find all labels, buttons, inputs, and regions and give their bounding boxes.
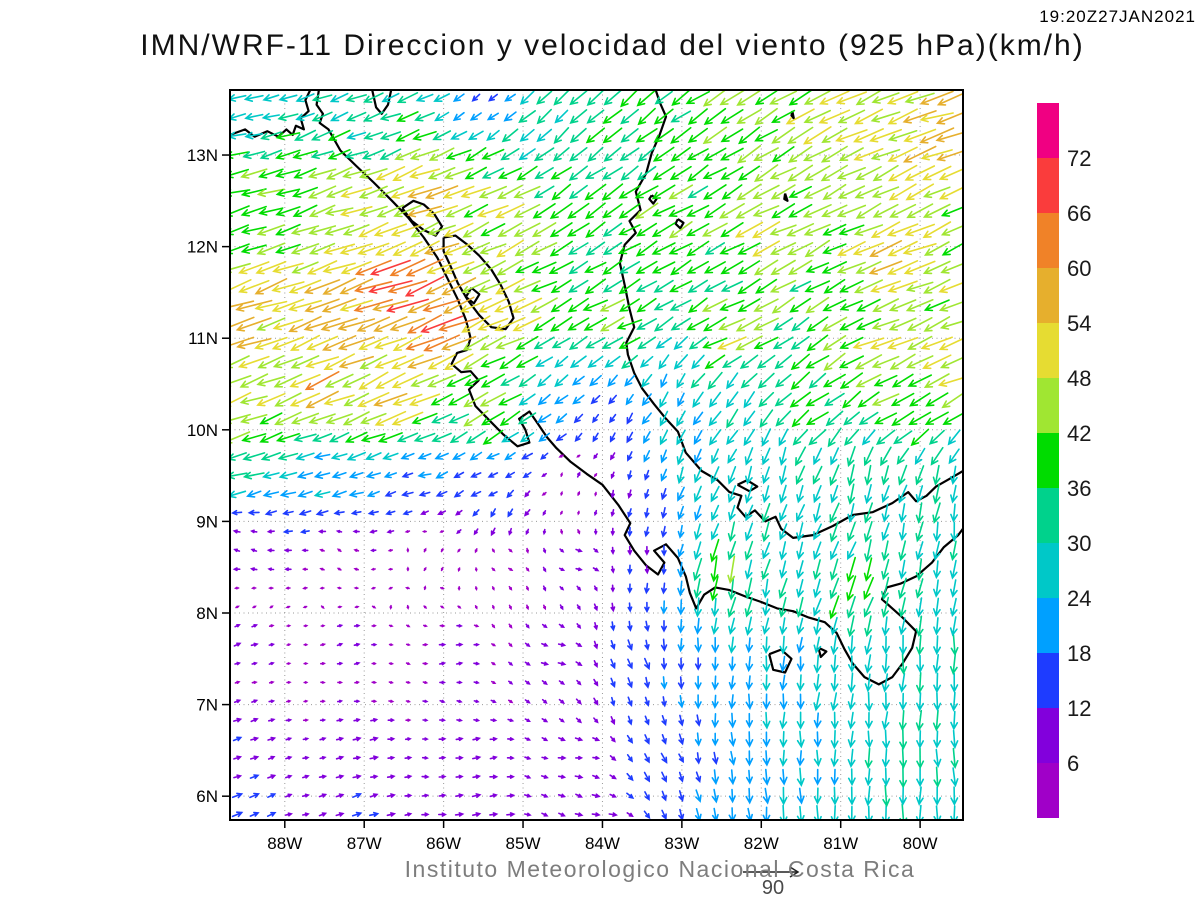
x-tick-label: 84W [585, 834, 620, 853]
colorbar-label: 66 [1067, 201, 1091, 226]
reference-arrow [743, 866, 800, 878]
map-frame [229, 89, 964, 821]
colorbar-label: 60 [1067, 256, 1091, 281]
colorbar-segment [1037, 268, 1059, 323]
y-tick-label: 9N [196, 512, 218, 531]
axes: 13N 12N 11N 10N 9N 8N 7N 6N 88W 87W 86W 85W 84W 83W 82… [187, 146, 938, 853]
y-tick-label: 13N [187, 146, 218, 165]
colorbar-label: 6 [1067, 751, 1079, 776]
colorbar-segment [1037, 488, 1059, 543]
reference-arrow-label: 90 [761, 877, 785, 899]
y-tick-label: 11N [188, 329, 218, 348]
colorbar-segment [1037, 543, 1059, 598]
colorbar-segment [1037, 158, 1059, 213]
colorbar-segment [1037, 378, 1059, 433]
x-tick-label: 86W [426, 834, 461, 853]
institute-credit: Instituto Meteorologico Nacional Costa R… [404, 856, 916, 882]
x-tick-label: 81W [823, 834, 858, 853]
y-tick-label: 12N [187, 238, 218, 257]
y-tick-label: 10N [187, 421, 218, 440]
colorbar-segment [1037, 433, 1059, 488]
x-tick-label: 85W [506, 834, 541, 853]
coastline [230, 90, 963, 686]
colorbar-label: 30 [1067, 531, 1091, 556]
y-tick-label: 6N [196, 787, 218, 806]
x-tick-label: 88W [267, 834, 302, 853]
colorbar-label: 48 [1067, 366, 1091, 391]
colorbar-segment [1037, 763, 1059, 818]
colorbar: 72 66 60 54 48 42 36 30 24 18 12 6 [1037, 103, 1091, 818]
colorbar-label: 72 [1067, 146, 1091, 171]
colorbar-label: 18 [1067, 641, 1091, 666]
colorbar-segment [1037, 213, 1059, 268]
colorbar-label: 36 [1067, 476, 1091, 501]
colorbar-segment [1037, 708, 1059, 763]
colorbar-label: 54 [1067, 311, 1091, 336]
x-tick-label: 82W [744, 834, 779, 853]
colorbar-label: 12 [1067, 696, 1091, 721]
y-tick-label: 7N [196, 696, 218, 715]
x-tick-label: 80W [903, 834, 938, 853]
colorbar-segment [1037, 103, 1059, 158]
x-tick-label: 83W [664, 834, 699, 853]
x-tick-label: 87W [347, 834, 382, 853]
colorbar-label: 42 [1067, 421, 1091, 446]
run-timestamp: 19:20Z27JAN2021 [1039, 7, 1196, 26]
colorbar-segment [1037, 653, 1059, 708]
colorbar-label: 24 [1067, 586, 1091, 611]
wind-arrows [230, 90, 963, 820]
y-tick-label: 8N [196, 604, 218, 623]
colorbar-segment [1037, 598, 1059, 653]
colorbar-segment [1037, 323, 1059, 378]
chart-title: IMN/WRF-11 Direccion y velocidad del vie… [140, 29, 1085, 62]
